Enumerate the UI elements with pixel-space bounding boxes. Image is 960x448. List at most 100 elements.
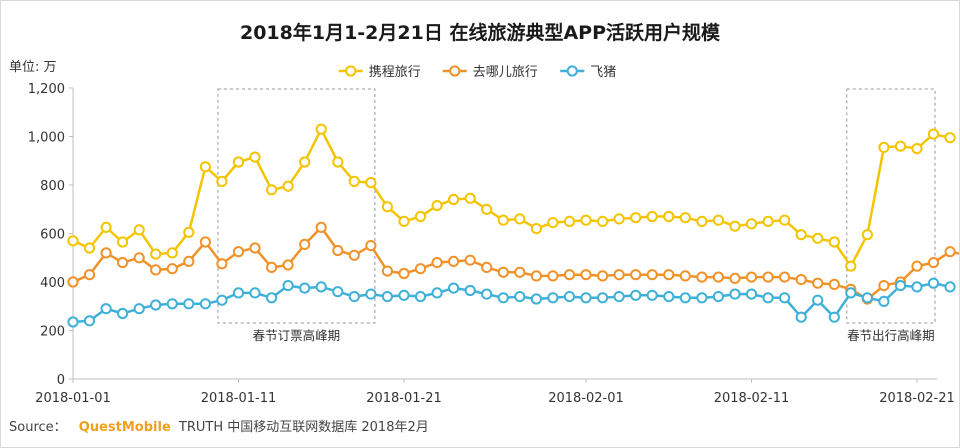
data-point (150, 264, 162, 276)
data-point (630, 289, 642, 301)
data-point (183, 298, 195, 310)
data-point (514, 213, 526, 225)
y-tick-label: 400 (40, 276, 65, 291)
data-point (679, 270, 691, 282)
data-point (332, 156, 344, 168)
data-point (166, 263, 178, 275)
data-point (232, 287, 245, 299)
data-point (927, 128, 940, 140)
data-point (630, 212, 642, 224)
data-point (497, 214, 509, 226)
data-point (563, 269, 576, 281)
data-point (663, 291, 675, 303)
data-point (83, 315, 96, 327)
data-point (100, 221, 112, 233)
x-tick-label: 2018-01-01 (35, 391, 111, 406)
source-line: Source： QuestMobile TRUTH 中国移动互联网数据库 201… (9, 419, 429, 435)
data-point (414, 291, 427, 303)
data-point (398, 215, 410, 227)
data-point (83, 242, 96, 254)
x-tick-label: 2018-01-21 (366, 391, 442, 406)
data-point (911, 143, 923, 155)
data-point (613, 213, 625, 225)
data-point (481, 261, 493, 273)
data-point (448, 282, 460, 294)
data-point (795, 311, 807, 323)
data-point (547, 292, 559, 304)
data-point (481, 288, 493, 300)
data-point (117, 236, 129, 248)
data-point (199, 236, 211, 248)
data-point (100, 247, 112, 259)
data-point (878, 295, 890, 307)
legend-item: 去哪儿旅行 (442, 65, 538, 80)
data-point (762, 215, 774, 227)
source-brand: QuestMobile (79, 420, 171, 435)
data-point (845, 287, 857, 299)
highlight-box (217, 88, 376, 324)
data-point (150, 299, 162, 311)
data-point (315, 221, 327, 233)
data-point (216, 294, 228, 306)
data-point (348, 175, 360, 187)
data-point (83, 269, 96, 281)
data-point (448, 255, 460, 267)
data-point (100, 303, 112, 315)
data-point (216, 175, 228, 187)
y-tick-label: 600 (40, 228, 65, 243)
data-point (613, 269, 625, 281)
data-point (580, 292, 592, 304)
y-tick-label: 200 (40, 325, 65, 340)
data-point (894, 140, 907, 152)
data-point (911, 260, 923, 272)
data-point (133, 252, 145, 264)
data-point (878, 141, 890, 153)
data-point (597, 270, 609, 282)
data-point (779, 271, 791, 283)
data-point (133, 224, 145, 236)
data-point (381, 291, 393, 303)
data-point (414, 263, 427, 275)
data-point (696, 292, 708, 304)
data-point (663, 210, 675, 223)
data-point (547, 270, 559, 282)
data-point (282, 180, 294, 192)
highlight-label: 春节出行高峰期 (847, 328, 935, 343)
data-point (878, 280, 890, 292)
data-point (232, 246, 245, 258)
data-point (266, 261, 278, 273)
data-point (630, 269, 642, 281)
data-point (431, 287, 443, 299)
legend-item: 携程旅行 (338, 64, 421, 80)
data-point (679, 212, 691, 224)
data-point (299, 282, 311, 294)
data-point (67, 276, 79, 288)
legend: 携程旅行 去哪儿旅行 飞猪 (338, 64, 616, 80)
data-point (828, 278, 840, 290)
legend-marker (449, 65, 461, 77)
data-point (812, 232, 824, 244)
data-point (679, 292, 691, 304)
data-point (199, 298, 211, 310)
data-point (514, 266, 526, 278)
data-point (580, 269, 592, 281)
data-point (795, 229, 807, 241)
data-point (729, 288, 741, 300)
x-tick-label: 2018-02-01 (548, 391, 624, 406)
chart-title: 2018年1月1-2月21日 在线旅游典型APP活跃用户规模 (240, 21, 721, 44)
legend-label: 携程旅行 (369, 64, 421, 80)
data-point (348, 291, 360, 303)
data-point (431, 257, 443, 269)
data-point (249, 287, 261, 299)
data-point (795, 274, 807, 286)
data-point (779, 292, 791, 304)
data-point (712, 271, 725, 283)
data-point (381, 265, 393, 277)
data-point (812, 277, 824, 289)
data-point (828, 236, 840, 248)
data-point (696, 215, 708, 227)
data-point (497, 266, 509, 278)
y-tick-label: 1,200 (28, 82, 65, 97)
data-point (315, 281, 327, 293)
